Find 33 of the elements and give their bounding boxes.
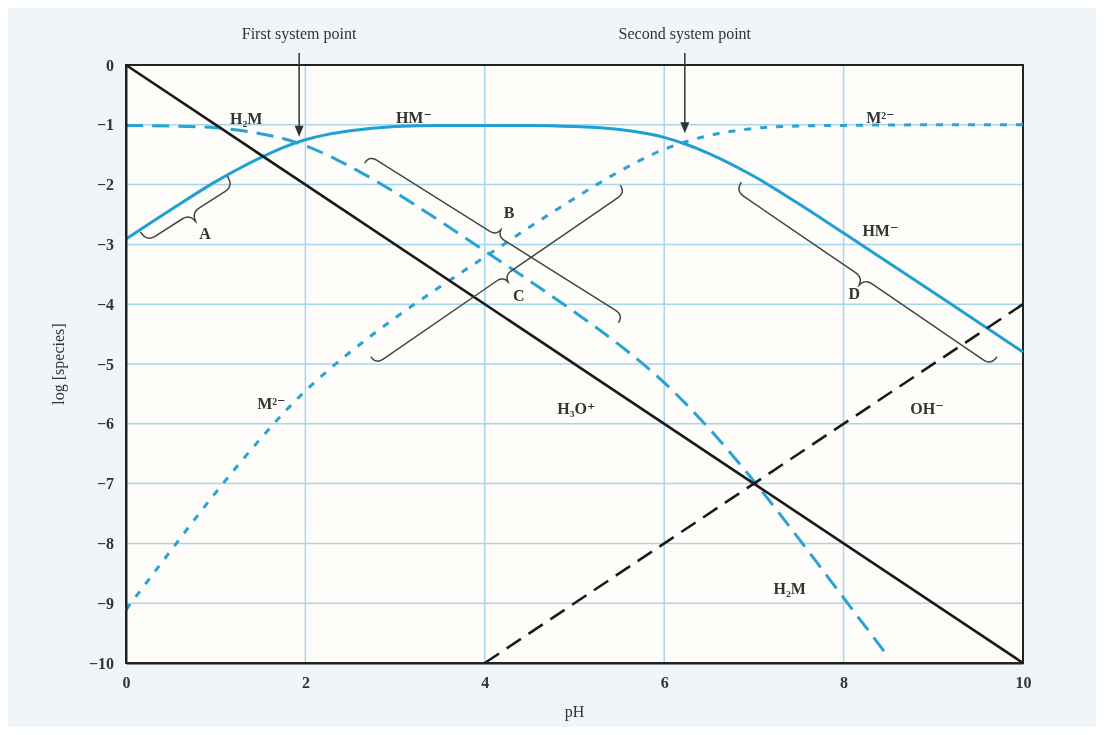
annotation: A bbox=[199, 224, 212, 242]
series-label: H₃O⁺ bbox=[557, 399, 596, 417]
annotation: D bbox=[848, 284, 861, 302]
text: H₂M bbox=[773, 579, 806, 597]
y-tick-label: 0 bbox=[106, 56, 114, 74]
text: Second system point bbox=[618, 25, 752, 43]
series-label: M²⁻ bbox=[866, 108, 895, 126]
x-tick-label: 0 bbox=[122, 674, 131, 692]
y-axis-title: log [species] bbox=[50, 323, 68, 405]
y-tick-label: −2 bbox=[96, 176, 114, 194]
series-label: H₂M bbox=[230, 109, 263, 127]
annotation: C bbox=[513, 286, 525, 304]
text: HM⁻ bbox=[862, 221, 899, 239]
y-tick-label: −4 bbox=[96, 295, 114, 313]
text: First system point bbox=[241, 25, 358, 43]
annotation: B bbox=[503, 204, 515, 222]
x-tick-label: 10 bbox=[1015, 674, 1032, 692]
series-label: OH⁻ bbox=[910, 399, 944, 417]
y-tick-label: −6 bbox=[96, 415, 114, 433]
y-tick-label: −10 bbox=[88, 654, 114, 672]
x-tick-label: 4 bbox=[481, 674, 490, 692]
y-tick-label: −3 bbox=[96, 236, 114, 254]
y-tick-label: −8 bbox=[96, 535, 114, 553]
y-tick-label: −7 bbox=[96, 475, 114, 493]
y-tick-label: −1 bbox=[96, 116, 114, 134]
series-label: HM⁻ bbox=[395, 108, 432, 126]
x-axis-title: pH bbox=[564, 703, 585, 721]
y-tick-label: −9 bbox=[96, 594, 114, 612]
x-tick-label: 2 bbox=[301, 674, 310, 692]
x-tick-label: 8 bbox=[840, 674, 849, 692]
y-tick-label: −5 bbox=[96, 355, 114, 373]
x-tick-label: 6 bbox=[660, 674, 669, 692]
text: M²⁻ bbox=[257, 394, 286, 412]
